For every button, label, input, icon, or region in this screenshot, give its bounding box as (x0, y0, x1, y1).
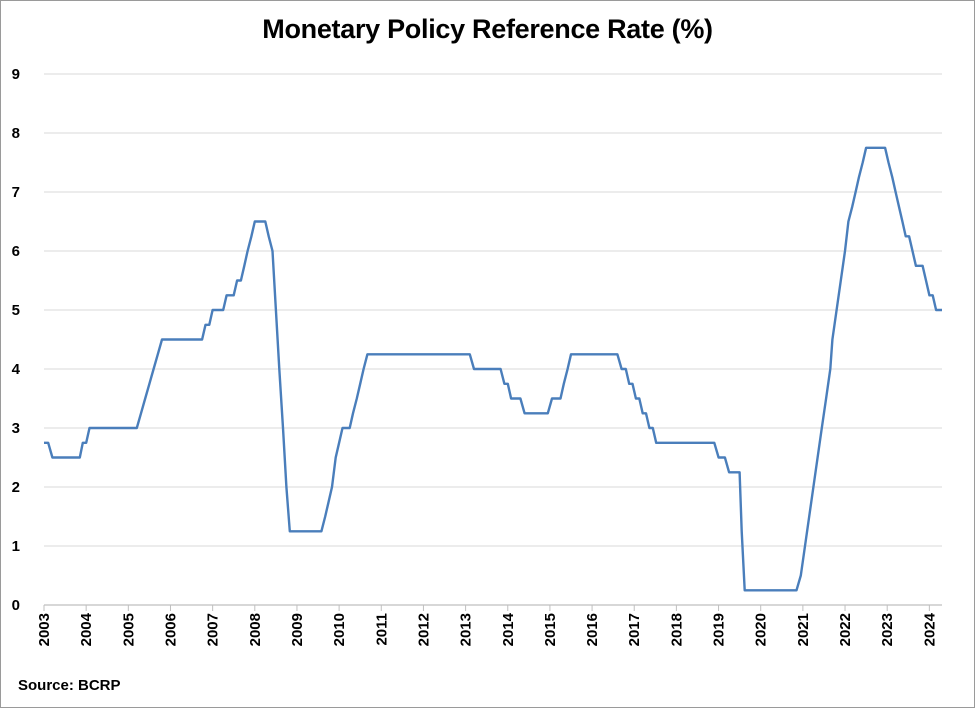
x-axis: 2003 2004 2005 2006 2007 2008 2009 2010 2011 2012… (36, 604, 942, 646)
series-layer (44, 146, 942, 592)
gridlines (44, 73, 942, 547)
y-tick-label: 0 (12, 597, 20, 614)
y-tick-label: 4 (12, 361, 21, 378)
x-tick-label: 2021 (795, 613, 812, 646)
x-tick-label: 2009 (289, 613, 306, 646)
x-tick-label: 2014 (500, 612, 517, 646)
y-axis-ticks: 0 1 2 3 4 5 6 7 8 9 (12, 66, 21, 614)
y-tick-label: 7 (12, 184, 20, 201)
y-tick-label: 9 (12, 66, 20, 83)
x-tick-label: 2015 (542, 613, 559, 646)
source-note: Source: BCRP (18, 677, 121, 694)
x-tick-label: 2019 (711, 613, 728, 646)
x-tick-label: 2016 (584, 613, 601, 646)
x-tick-label: 2005 (120, 613, 137, 646)
y-tick-label: 6 (12, 243, 20, 260)
x-tick-label: 2013 (458, 613, 475, 646)
y-tick-label: 3 (12, 420, 20, 437)
x-tick-label: 2004 (78, 612, 95, 646)
x-tick-label: 2011 (373, 613, 390, 646)
x-tick-label: 2020 (753, 613, 770, 646)
x-tick-label: 2007 (205, 613, 222, 646)
x-tick-label: 2023 (879, 613, 896, 646)
x-tick-label: 2006 (162, 613, 179, 646)
x-tick-label: 2012 (415, 613, 432, 646)
x-tick-label: 2008 (247, 613, 264, 646)
x-tick-label: 2022 (837, 613, 854, 646)
y-tick-label: 5 (12, 302, 20, 319)
series-line-0 (44, 146, 942, 592)
x-tick-label: 2018 (668, 613, 685, 646)
x-tick-label: 2017 (626, 613, 643, 646)
y-tick-label: 8 (12, 125, 20, 142)
x-tick-label: 2010 (331, 613, 348, 646)
x-tick-label: 2003 (36, 613, 53, 646)
chart-title: Monetary Policy Reference Rate (%) (262, 14, 713, 44)
y-tick-label: 1 (12, 538, 20, 555)
x-tick-label: 2024 (921, 612, 938, 646)
y-tick-label: 2 (12, 479, 20, 496)
